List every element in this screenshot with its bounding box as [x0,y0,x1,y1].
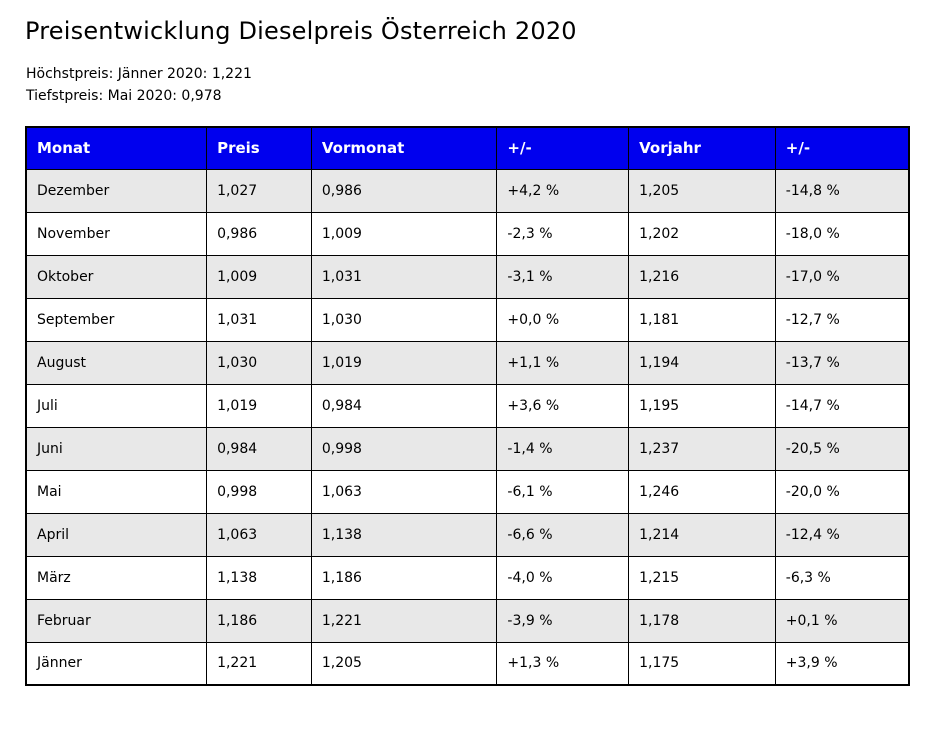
table-row: April 1,063 1,138 -6,6 % 1,214 -12,4 % [25,512,910,557]
table-cell: 0,984 [206,426,312,471]
table-cell: 1,202 [628,211,776,256]
price-table: Monat Preis Vormonat +/- Vorjahr +/- Dez… [25,126,910,686]
table-cell: 1,030 [310,297,498,342]
page-title: Preisentwicklung Dieselpreis Österreich … [25,17,577,45]
table-cell: -6,6 % [496,512,630,557]
table-cell: +1,1 % [496,340,630,385]
table-cell: 1,030 [206,340,312,385]
table-cell: 1,221 [206,641,312,686]
table-cell: 1,181 [628,297,776,342]
table-cell: Jänner [25,641,208,686]
table-cell: Dezember [25,168,208,213]
table-cell: +1,3 % [496,641,630,686]
table-cell: Juli [25,383,208,428]
column-header-vormonat-diff: +/- [496,126,630,170]
table-cell: 1,175 [628,641,776,686]
table-cell: 0,984 [310,383,498,428]
table-cell: Mai [25,469,208,514]
table-cell: -3,9 % [496,598,630,643]
table-cell: 1,186 [206,598,312,643]
table-cell: 1,063 [310,469,498,514]
table-cell: 0,998 [310,426,498,471]
table-cell: -1,4 % [496,426,630,471]
table-cell: +0,0 % [496,297,630,342]
table-row: Dezember 1,027 0,986 +4,2 % 1,205 -14,8 % [25,168,910,213]
table-cell: Oktober [25,254,208,299]
table-row: Juni 0,984 0,998 -1,4 % 1,237 -20,5 % [25,426,910,471]
table-cell: April [25,512,208,557]
table-cell: 1,221 [310,598,498,643]
table-cell: +3,9 % [774,641,910,686]
table-row: Oktober 1,009 1,031 -3,1 % 1,216 -17,0 % [25,254,910,299]
table-cell: 1,178 [628,598,776,643]
table-cell: 1,186 [310,555,498,600]
table-row: September 1,031 1,030 +0,0 % 1,181 -12,7 % [25,297,910,342]
table-cell: 1,019 [206,383,312,428]
table-cell: 1,194 [628,340,776,385]
table-cell: 0,986 [310,168,498,213]
table-row: Februar 1,186 1,221 -3,9 % 1,178 +0,1 % [25,598,910,643]
table-cell: 1,205 [310,641,498,686]
highest-price-note: Höchstpreis: Jänner 2020: 1,221 [26,66,252,82]
table-cell: 1,216 [628,254,776,299]
table-cell: 1,205 [628,168,776,213]
table-cell: 1,246 [628,469,776,514]
table-cell: +4,2 % [496,168,630,213]
table-cell: 1,027 [206,168,312,213]
column-header-monat: Monat [25,126,208,170]
table-row: Jänner 1,221 1,205 +1,3 % 1,175 +3,9 % [25,641,910,686]
table-cell: 1,195 [628,383,776,428]
table-row: November 0,986 1,009 -2,3 % 1,202 -18,0 % [25,211,910,256]
table-cell: +3,6 % [496,383,630,428]
table-cell: 1,031 [310,254,498,299]
column-header-vorjahr: Vorjahr [628,126,776,170]
table-cell: 1,237 [628,426,776,471]
table-cell: -6,1 % [496,469,630,514]
table-cell: 1,138 [206,555,312,600]
table-cell: Februar [25,598,208,643]
table-cell: -12,7 % [774,297,910,342]
table-cell: November [25,211,208,256]
lowest-price-note: Tiefstpreis: Mai 2020: 0,978 [26,88,222,104]
table-cell: -14,7 % [774,383,910,428]
table-row: Mai 0,998 1,063 -6,1 % 1,246 -20,0 % [25,469,910,514]
table-cell: -12,4 % [774,512,910,557]
table-cell: -17,0 % [774,254,910,299]
table-cell: 0,998 [206,469,312,514]
table-cell: -4,0 % [496,555,630,600]
table-header: Monat Preis Vormonat +/- Vorjahr +/- [25,126,910,170]
table-cell: September [25,297,208,342]
table-row: August 1,030 1,019 +1,1 % 1,194 -13,7 % [25,340,910,385]
table-row: Juli 1,019 0,984 +3,6 % 1,195 -14,7 % [25,383,910,428]
table-cell: -18,0 % [774,211,910,256]
table-cell: -20,5 % [774,426,910,471]
header-row: Monat Preis Vormonat +/- Vorjahr +/- [25,126,910,170]
table-cell: August [25,340,208,385]
table-cell: -3,1 % [496,254,630,299]
column-header-vormonat: Vormonat [310,126,498,170]
table-cell: Juni [25,426,208,471]
table-cell: 1,138 [310,512,498,557]
table-cell: -13,7 % [774,340,910,385]
table-cell: 1,215 [628,555,776,600]
table-body: Dezember 1,027 0,986 +4,2 % 1,205 -14,8 % Nove… [25,168,910,686]
column-header-preis: Preis [206,126,312,170]
table-cell: 1,063 [206,512,312,557]
table-cell: 1,214 [628,512,776,557]
table-cell: +0,1 % [774,598,910,643]
table-cell: -6,3 % [774,555,910,600]
table-cell: -2,3 % [496,211,630,256]
column-header-vorjahr-diff: +/- [774,126,910,170]
table-row: März 1,138 1,186 -4,0 % 1,215 -6,3 % [25,555,910,600]
table-cell: 1,009 [206,254,312,299]
table-cell: 1,019 [310,340,498,385]
table-cell: 1,009 [310,211,498,256]
table-cell: 1,031 [206,297,312,342]
table-cell: -14,8 % [774,168,910,213]
table-cell: -20,0 % [774,469,910,514]
table-cell: 0,986 [206,211,312,256]
table-cell: März [25,555,208,600]
